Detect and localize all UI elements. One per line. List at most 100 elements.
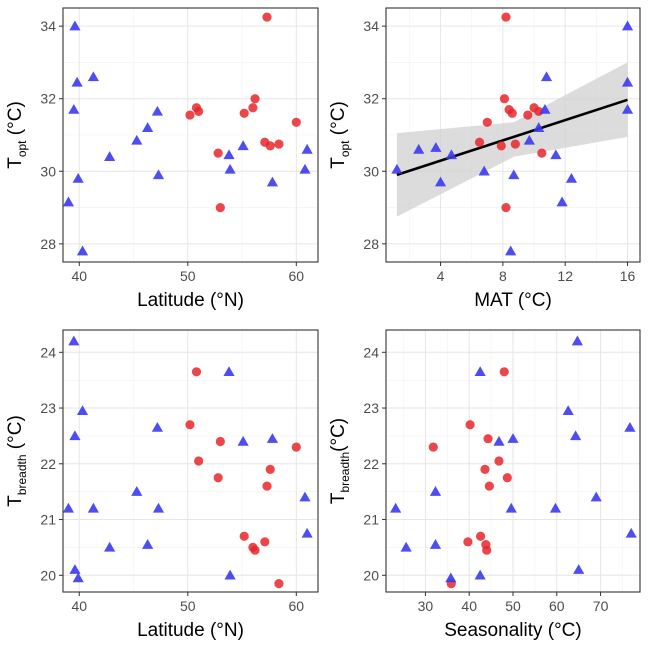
panel-border [62, 7, 319, 263]
data-point-triangle [507, 433, 519, 443]
y-tick-label: 24 [40, 344, 56, 360]
data-point-circle [463, 537, 473, 547]
data-point-triangle [550, 149, 562, 160]
data-point-triangle [562, 405, 574, 416]
data-point-circle [215, 436, 225, 447]
x-tick-label: 40 [461, 598, 477, 614]
x-tick-label: 40 [71, 598, 87, 614]
data-point-circle [428, 442, 438, 452]
data-point-circle [480, 464, 490, 474]
data-point-triangle [152, 502, 165, 513]
data-point-triangle [523, 134, 535, 145]
data-point-triangle [400, 541, 412, 552]
data-point-triangle [87, 71, 99, 82]
data-point-triangle [223, 366, 235, 377]
data-point-circle [265, 141, 275, 151]
data-point-triangle [474, 366, 486, 377]
data-point-triangle [301, 143, 313, 154]
x-axis-title: Latitude (°N) [137, 620, 244, 641]
panel-2: 4 8 12 16 28 30 32 34 MAT (°C) Topt (°C) [328, 7, 641, 311]
panel-border [62, 329, 319, 593]
y-tick-label: 28 [40, 236, 56, 252]
data-point-triangle [301, 527, 313, 538]
data-point-triangle [505, 502, 517, 513]
y-tick-label: 34 [363, 18, 379, 34]
data-point-circle [213, 473, 223, 483]
data-point-circle [194, 456, 204, 466]
y-axis-title: Topt (°C) [328, 101, 352, 169]
data-point-circle [185, 110, 195, 120]
data-point-triangle [224, 163, 236, 174]
y-axis-title: Tbreadth (°C) [5, 415, 29, 507]
data-point-circle [291, 442, 301, 452]
data-point-triangle [508, 169, 520, 180]
data-point-triangle [540, 71, 553, 82]
data-point-circle [475, 531, 486, 541]
data-point-triangle [69, 564, 81, 574]
data-point-triangle [533, 122, 545, 132]
data-point-circle [191, 367, 202, 377]
data-point-triangle [104, 541, 116, 552]
data-point-triangle [87, 502, 99, 513]
x-tick-label: 8 [499, 268, 507, 284]
data-point-triangle [72, 572, 84, 583]
data-point-circle [215, 202, 225, 213]
y-tick-label: 21 [40, 512, 56, 528]
data-point-triangle [434, 176, 447, 187]
data-point-triangle [565, 172, 578, 183]
data-point-circle [185, 420, 195, 430]
data-point-triangle [445, 572, 457, 583]
y-tick-label: 32 [363, 91, 379, 107]
data-point-triangle [625, 527, 637, 538]
data-point-triangle [142, 122, 154, 132]
data-point-triangle [62, 502, 75, 513]
data-point-triangle [266, 433, 279, 443]
x-tick-label: 60 [549, 598, 565, 614]
data-point-triangle [68, 335, 80, 346]
data-point-circle [501, 12, 511, 22]
data-point-circle [474, 137, 485, 147]
data-point-circle [483, 434, 493, 444]
panel-border [385, 7, 641, 263]
data-point-triangle [478, 165, 490, 176]
x-tick-label: 70 [593, 598, 609, 614]
data-point-triangle [299, 163, 311, 174]
panel-border [385, 329, 641, 593]
x-tick-label: 12 [557, 268, 573, 284]
panel-1: 40 50 60 28 30 32 34 Latitude (°N) Topt (°C) [5, 7, 319, 311]
x-tick-label: 40 [71, 268, 87, 284]
data-point-triangle [621, 76, 634, 87]
data-point-circle [502, 473, 512, 483]
data-point-triangle [76, 245, 89, 256]
x-tick-label: 60 [289, 598, 305, 614]
data-point-circle [501, 202, 511, 213]
data-point-circle [262, 481, 272, 491]
x-tick-label: 50 [180, 268, 196, 284]
data-point-triangle [571, 335, 583, 346]
x-tick-label: 50 [505, 598, 521, 614]
y-tick-label: 24 [363, 344, 379, 360]
data-point-circle [499, 94, 510, 104]
data-point-circle [274, 139, 284, 149]
data-point-triangle [299, 491, 311, 502]
data-point-triangle [590, 491, 602, 502]
data-point-circle [250, 545, 260, 555]
data-point-circle [250, 94, 260, 104]
data-point-triangle [71, 76, 83, 87]
y-axis-title: Tbreadth(°C) [328, 418, 352, 504]
data-point-circle [510, 139, 520, 149]
x-tick-label: 16 [620, 268, 636, 284]
x-axis-title: Seasonality (°C) [444, 620, 581, 641]
y-tick-label: 22 [40, 456, 56, 472]
y-tick-label: 22 [363, 456, 379, 472]
data-point-circle [265, 464, 275, 474]
data-point-circle [523, 110, 533, 120]
y-tick-label: 32 [40, 91, 56, 107]
data-point-triangle [223, 149, 235, 160]
data-point-circle [507, 108, 517, 118]
data-point-triangle [430, 142, 442, 152]
y-axis-title: Topt (°C) [5, 101, 29, 169]
data-point-triangle [237, 435, 249, 446]
data-point-triangle [413, 143, 425, 154]
